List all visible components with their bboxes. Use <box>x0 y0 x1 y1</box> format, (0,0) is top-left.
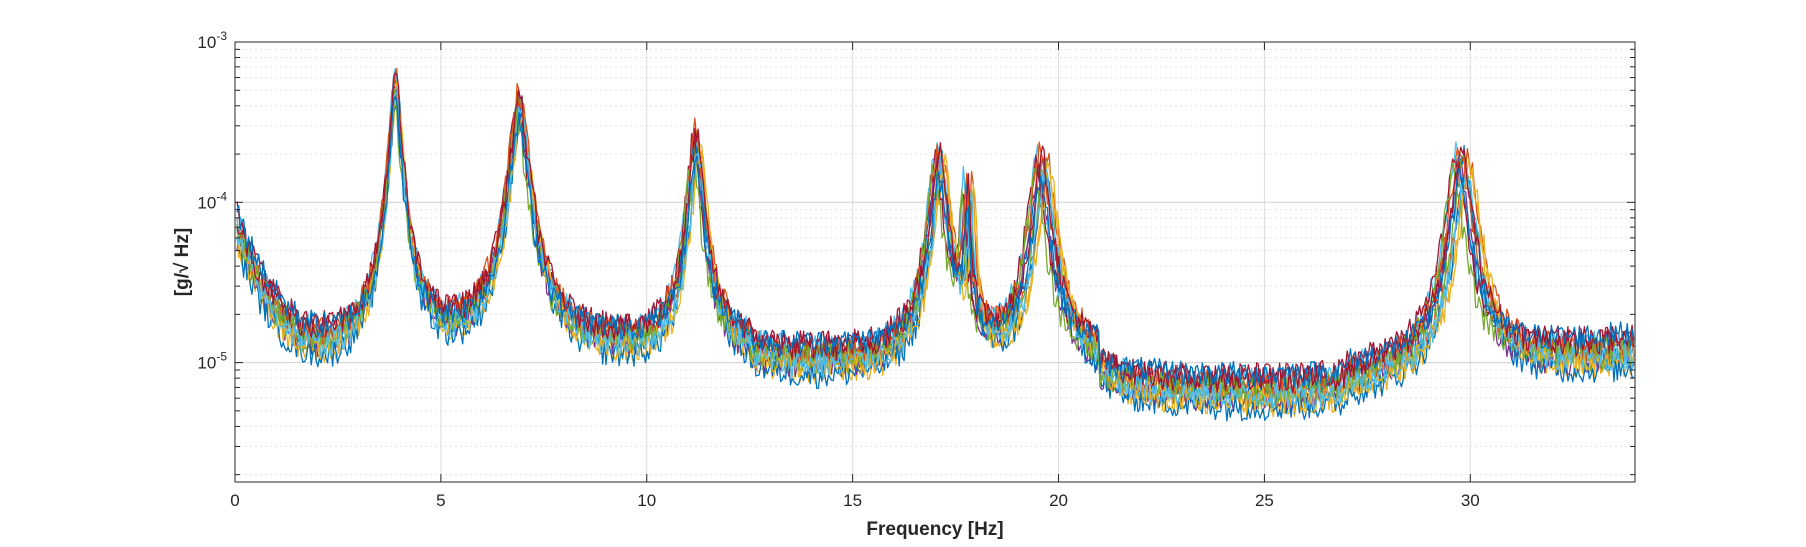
y-tick-label: 10-5 <box>197 350 227 373</box>
series-lines <box>236 67 1635 422</box>
x-tick-label: 0 <box>230 491 239 510</box>
plot-background <box>235 42 1635 482</box>
x-tick-label: 25 <box>1255 491 1274 510</box>
x-tick-label: 20 <box>1049 491 1068 510</box>
x-axis-label: Frequency [Hz] <box>866 519 1003 540</box>
y-tick-label: 10-4 <box>197 189 227 212</box>
x-tick-label: 30 <box>1461 491 1480 510</box>
series-line <box>236 96 1635 388</box>
x-tick-label: 5 <box>436 491 445 510</box>
x-tick-label: 10 <box>637 491 656 510</box>
y-axis-label: [g/√ Hz] <box>172 228 193 296</box>
y-axis-ticks: 10-5 10-4 10-3 <box>197 29 1635 476</box>
y-tick-label: 10-3 <box>197 29 227 52</box>
plot-frame <box>234 41 1636 483</box>
series-line <box>236 72 1635 394</box>
x-tick-label: 15 <box>843 491 862 510</box>
x-axis-ticks: 0 5 10 15 20 25 30 <box>230 42 1480 510</box>
series-line <box>236 83 1635 389</box>
